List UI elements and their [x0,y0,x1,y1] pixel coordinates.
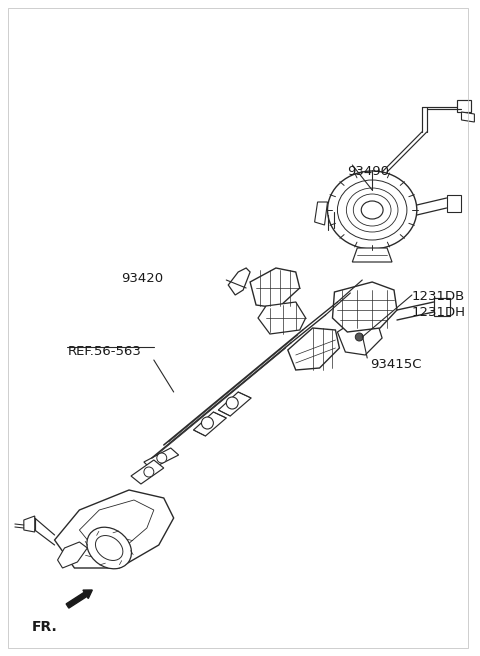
Text: 93490: 93490 [348,165,389,178]
Circle shape [226,397,238,409]
Ellipse shape [353,194,391,226]
FancyArrow shape [66,590,92,608]
Text: 93415C: 93415C [370,358,422,371]
Polygon shape [218,392,251,416]
Polygon shape [250,268,300,308]
Circle shape [355,333,363,341]
Polygon shape [314,202,327,225]
Circle shape [144,467,154,477]
Polygon shape [352,248,392,262]
Polygon shape [144,448,179,469]
Ellipse shape [337,180,407,240]
Polygon shape [456,100,471,112]
Polygon shape [288,328,339,370]
Polygon shape [55,490,174,568]
Polygon shape [193,412,226,436]
Polygon shape [337,318,382,355]
Ellipse shape [361,201,383,219]
Circle shape [202,417,214,429]
Text: 1231DH: 1231DH [412,306,466,319]
Ellipse shape [347,188,398,232]
Text: REF.56-563: REF.56-563 [68,345,142,358]
Ellipse shape [87,527,132,569]
Ellipse shape [327,171,417,249]
Polygon shape [258,302,306,334]
Text: 1231DB: 1231DB [412,290,465,303]
Polygon shape [434,298,450,316]
Text: 93420: 93420 [121,272,163,285]
Polygon shape [24,516,35,532]
Circle shape [157,453,167,463]
Polygon shape [333,282,397,332]
Ellipse shape [96,535,123,560]
Polygon shape [446,195,461,212]
Polygon shape [131,460,164,484]
Polygon shape [79,500,154,552]
Polygon shape [228,268,250,295]
Polygon shape [461,112,474,122]
Polygon shape [58,542,87,568]
Text: FR.: FR. [32,620,58,634]
